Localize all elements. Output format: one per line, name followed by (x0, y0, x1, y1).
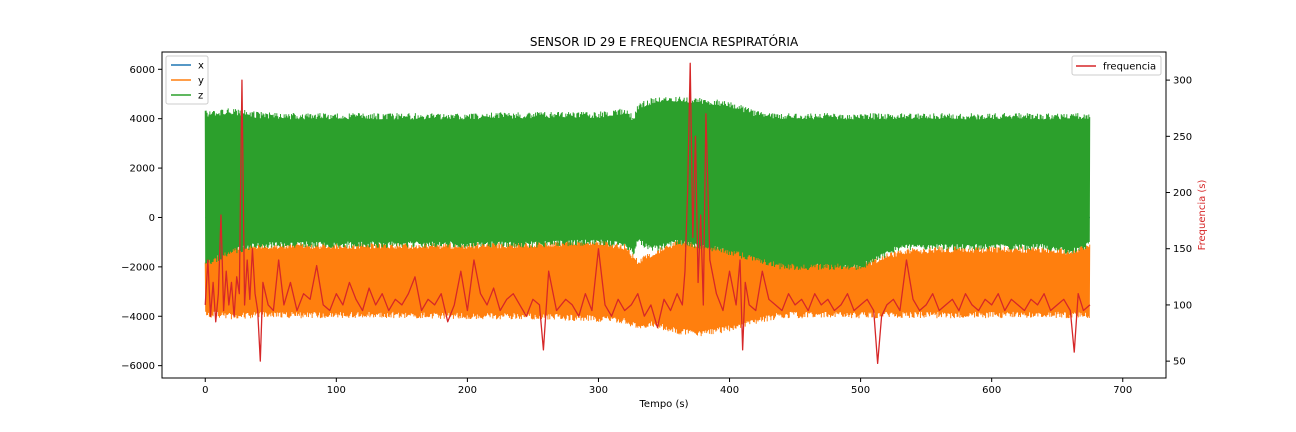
y-tick-label: 0 (149, 213, 155, 224)
x-tick-label: 100 (327, 385, 346, 396)
y2-tick-label: 150 (1173, 244, 1192, 255)
y-tick-label: −4000 (121, 312, 155, 323)
legend-frequencia-label: frequencia (1103, 62, 1156, 73)
y-tick-label: 2000 (130, 164, 155, 175)
y2-tick-label: 50 (1173, 357, 1186, 368)
y-tick-label: 6000 (130, 65, 155, 76)
y-axis-right: 50 100 150 200 250 300 (1166, 76, 1192, 368)
series-frequencia-line (204, 62, 1091, 365)
y2-axis-label: Frequencia (s) (1197, 179, 1208, 250)
x-tick-label: 500 (851, 385, 870, 396)
y-axis-left: −6000 −4000 −2000 0 2000 4000 6000 (121, 65, 162, 372)
legend-z-label: z (198, 91, 203, 102)
x-tick-label: 300 (589, 385, 608, 396)
x-tick-label: 200 (458, 385, 477, 396)
x-tick-label: 0 (202, 385, 208, 396)
y-tick-label: −6000 (121, 361, 155, 372)
y-tick-label: −2000 (121, 262, 155, 273)
x-axis-label: Tempo (s) (639, 399, 689, 410)
x-tick-label: 700 (1113, 385, 1132, 396)
plot-frame (161, 51, 1167, 379)
series-y-band (204, 239, 1091, 337)
legend-right: frequencia (1071, 55, 1162, 76)
legend-left: xyz (165, 55, 209, 105)
y2-tick-label: 300 (1173, 76, 1192, 87)
legend-right-box (1071, 55, 1162, 76)
y2-tick-label: 100 (1173, 300, 1192, 311)
y-tick-label: 4000 (130, 114, 155, 125)
y2-tick-label: 200 (1173, 188, 1192, 199)
legend-y-label: y (198, 76, 204, 87)
x-tick-label: 600 (982, 385, 1001, 396)
x-axis: 0 100 200 300 400 500 600 700 (202, 378, 1132, 396)
chart-title: SENSOR ID 29 E FREQUENCIA RESPIRATÓRIA (530, 34, 799, 49)
plot-layers (204, 62, 1091, 365)
series-z-band (204, 96, 1091, 271)
x-tick-label: 400 (720, 385, 739, 396)
y2-tick-label: 250 (1173, 132, 1192, 143)
legend-x-label: x (198, 61, 204, 72)
